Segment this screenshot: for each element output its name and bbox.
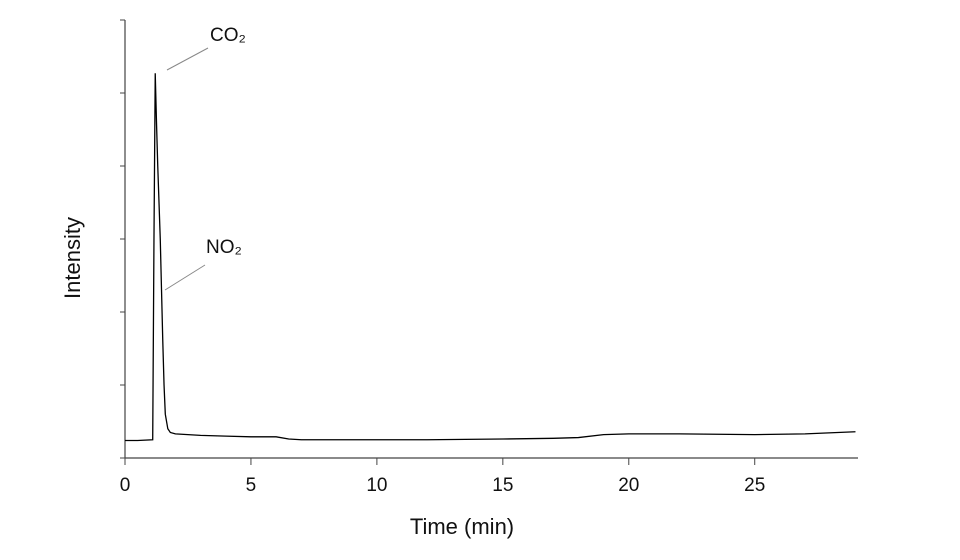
- x-tick-label: 0: [120, 475, 131, 496]
- x-tick-label: 10: [366, 475, 387, 496]
- leader-line: [166, 47, 209, 71]
- annotation: CO₂: [210, 25, 246, 46]
- x-tick-label: 20: [618, 475, 639, 496]
- x-axis-label: Time (min): [410, 514, 514, 539]
- signal-line: [125, 73, 856, 442]
- annotation: NO₂: [206, 237, 242, 258]
- x-tick-label: 15: [492, 475, 513, 496]
- x-tick-label: 25: [744, 475, 765, 496]
- y-axis-label: Intensity: [60, 217, 85, 299]
- x-tick-label: 5: [246, 475, 257, 496]
- leader-line: [164, 264, 206, 291]
